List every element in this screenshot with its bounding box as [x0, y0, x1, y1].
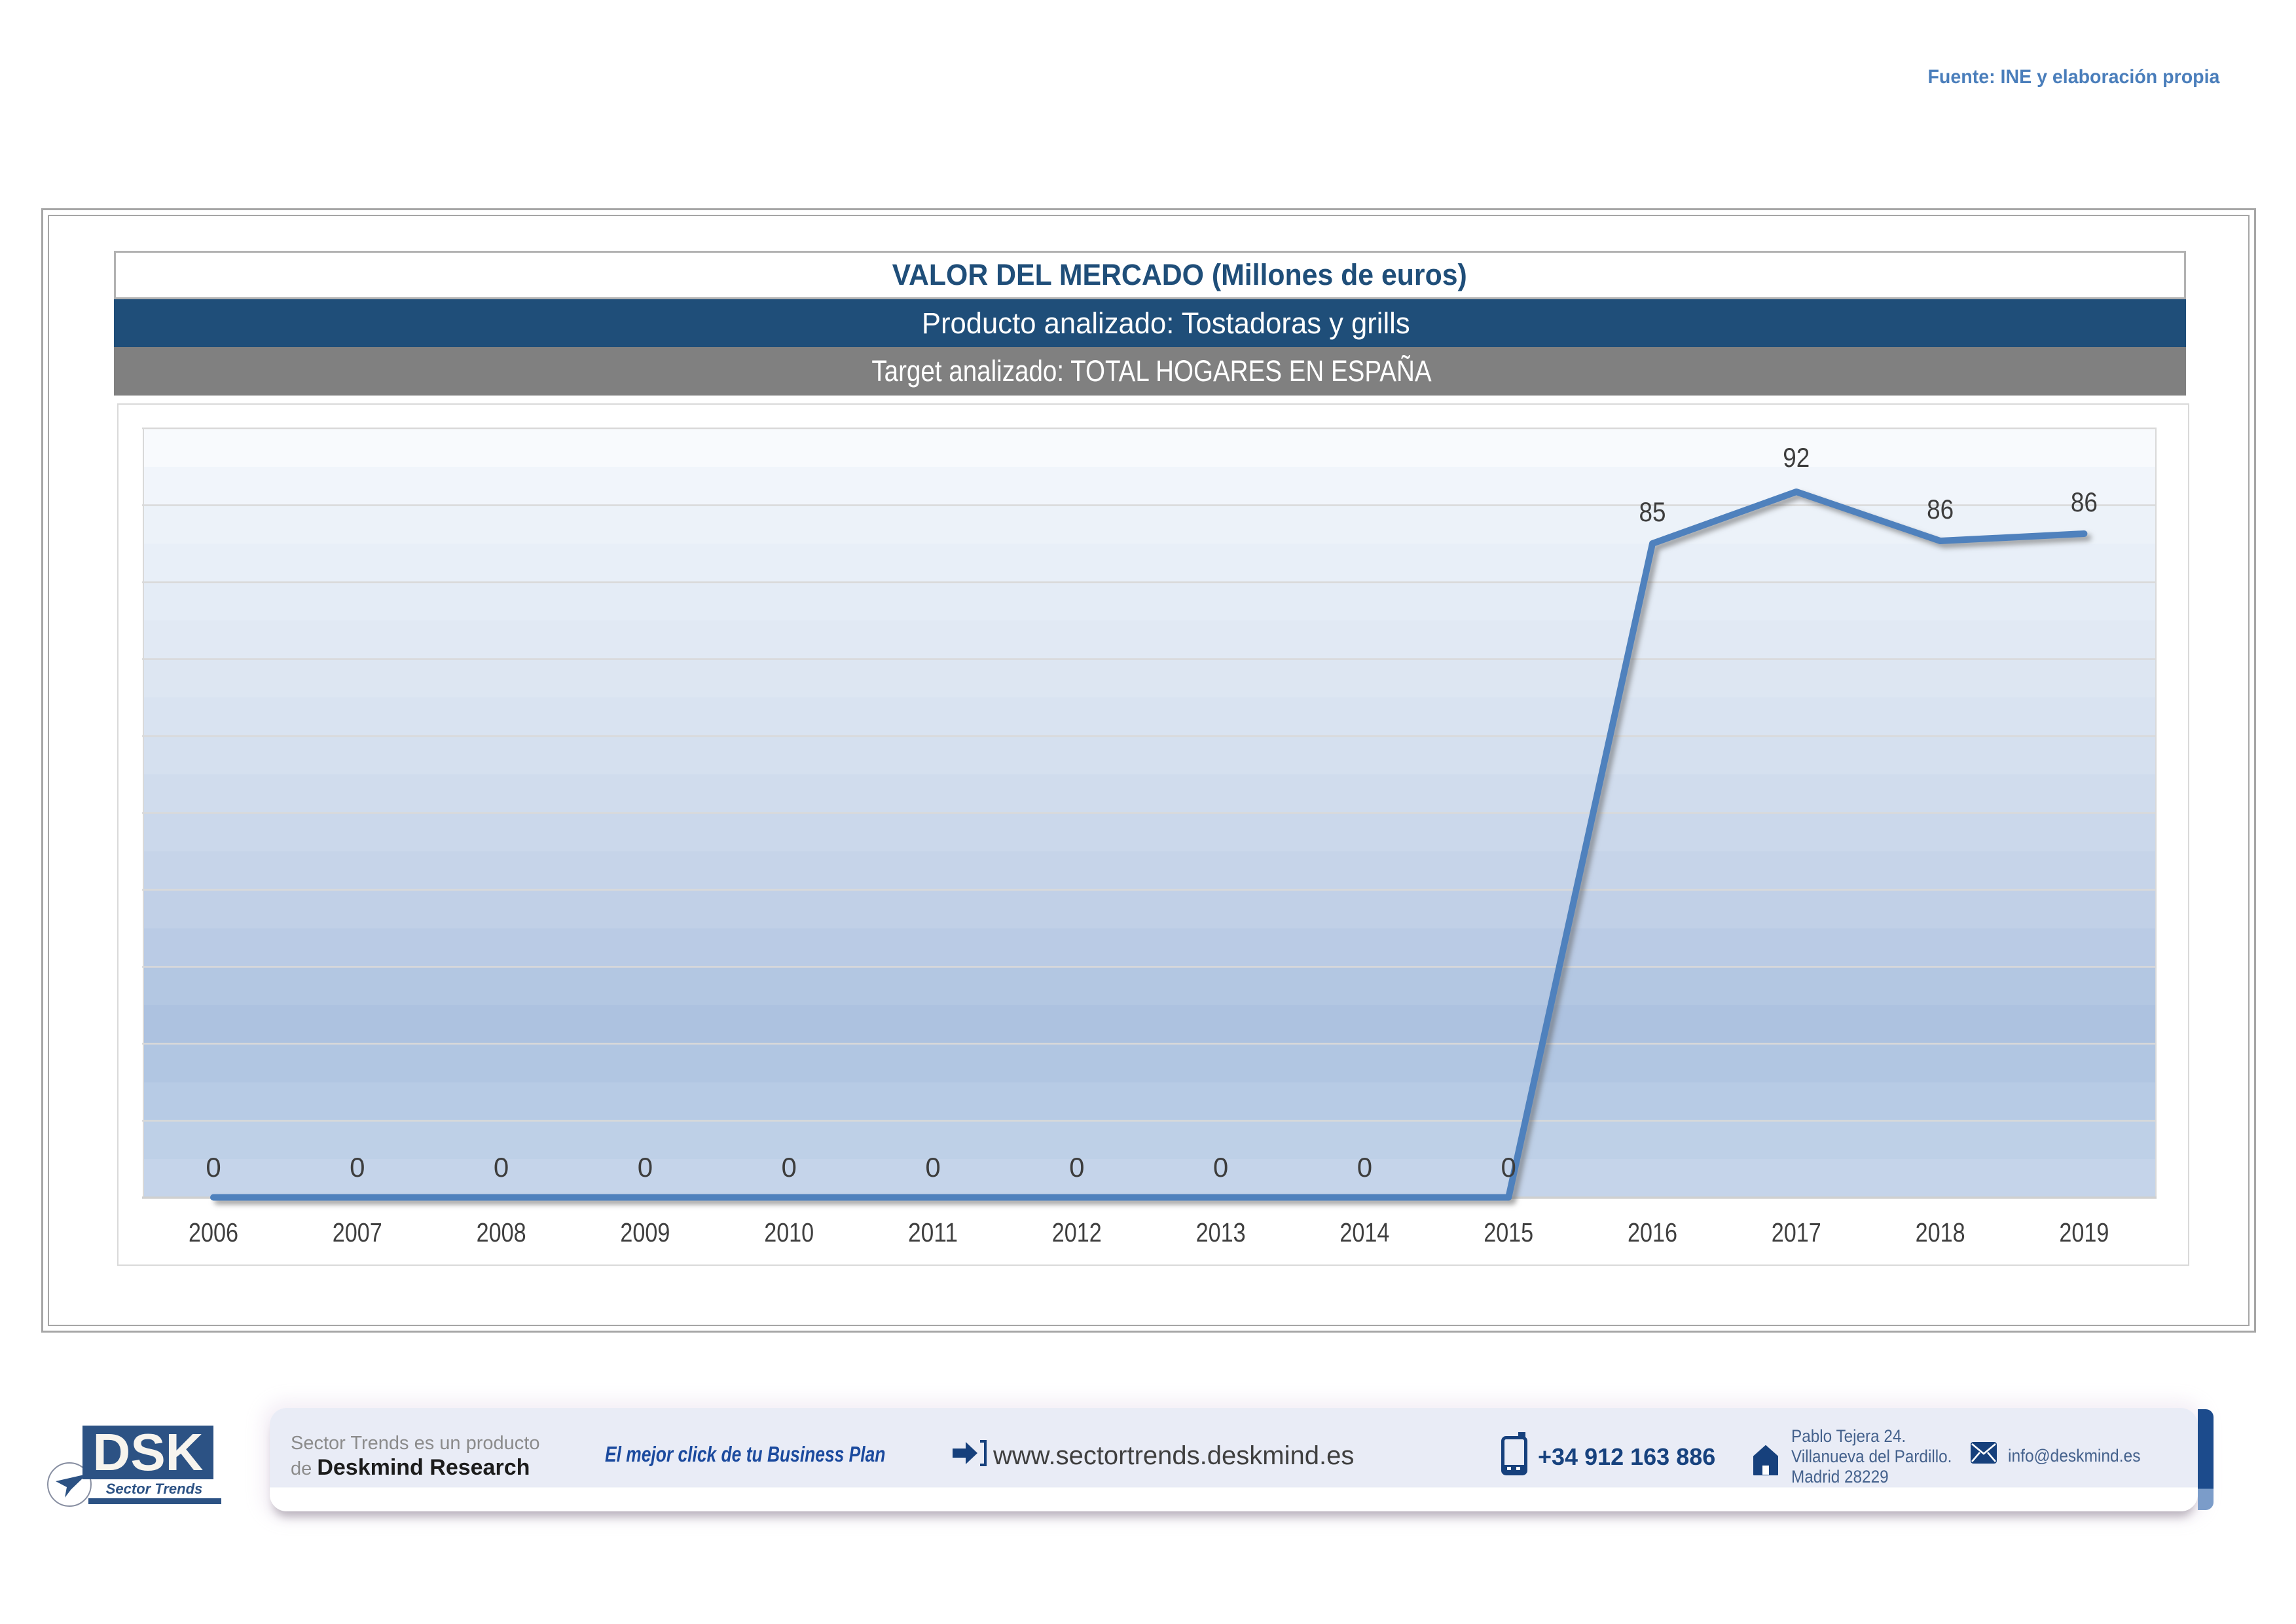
svg-text:2008: 2008 [477, 1217, 526, 1247]
svg-text:2016: 2016 [1628, 1217, 1677, 1247]
svg-text:92: 92 [1783, 442, 1810, 473]
svg-text:0: 0 [925, 1152, 940, 1183]
svg-text:0: 0 [782, 1152, 797, 1183]
svg-text:2019: 2019 [2059, 1217, 2109, 1247]
svg-text:0: 0 [1501, 1152, 1516, 1183]
svg-text:0: 0 [638, 1152, 653, 1183]
svg-text:0: 0 [350, 1152, 365, 1183]
svg-text:2012: 2012 [1052, 1217, 1102, 1247]
svg-text:2018: 2018 [1916, 1217, 1965, 1247]
svg-text:2011: 2011 [908, 1217, 958, 1247]
svg-text:0: 0 [1069, 1152, 1084, 1183]
svg-text:0: 0 [1357, 1152, 1372, 1183]
svg-text:2015: 2015 [1484, 1217, 1533, 1247]
svg-text:86: 86 [2071, 487, 2098, 517]
svg-text:86: 86 [1927, 494, 1954, 525]
svg-text:2006: 2006 [189, 1217, 238, 1247]
svg-text:2009: 2009 [620, 1217, 670, 1247]
svg-text:2017: 2017 [1772, 1217, 1821, 1247]
svg-text:0: 0 [494, 1152, 509, 1183]
svg-text:0: 0 [206, 1152, 221, 1183]
svg-text:2013: 2013 [1196, 1217, 1246, 1247]
svg-text:2010: 2010 [764, 1217, 814, 1247]
svg-text:2007: 2007 [333, 1217, 382, 1247]
svg-text:0: 0 [1213, 1152, 1228, 1183]
svg-text:85: 85 [1639, 496, 1666, 527]
svg-text:2014: 2014 [1339, 1217, 1389, 1247]
